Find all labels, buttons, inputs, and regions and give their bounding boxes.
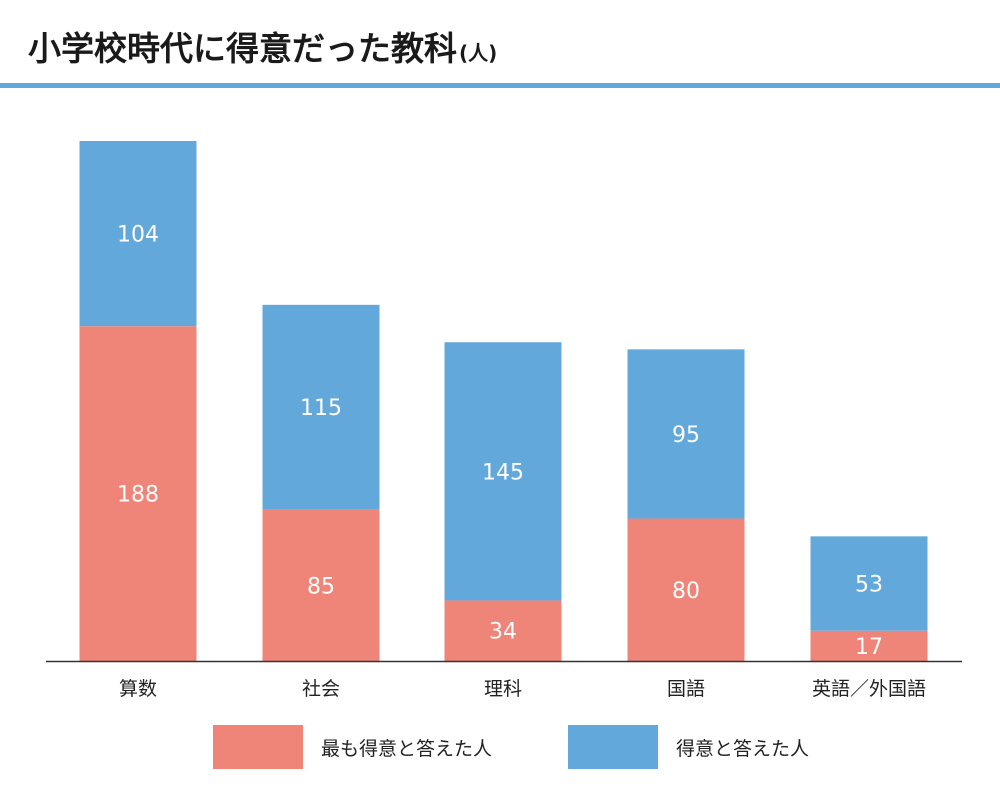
x-tick-label-0: 算数 <box>119 678 157 700</box>
legend-item-good: 得意と答えた人 <box>568 725 809 769</box>
data-label-most-good-0: 188 <box>117 483 159 508</box>
bar-most-good-2 <box>444 600 562 661</box>
legend-item-most-good: 最も得意と答えた人 <box>213 725 492 769</box>
stacked-bar-chart: 188 104 算数 85 115 社会 34 145 理科 80 95 国語 17 53 英語／外国語 <box>46 141 962 700</box>
data-label-good-0: 104 <box>117 223 159 248</box>
data-label-most-good-2: 34 <box>489 620 517 645</box>
bar-most-good-4 <box>810 630 928 661</box>
legend-swatch-good <box>568 725 658 769</box>
data-label-good-2: 145 <box>482 460 524 485</box>
x-tick-label-1: 社会 <box>302 678 340 700</box>
x-tick-label-2: 理科 <box>484 678 522 700</box>
data-label-good-4: 53 <box>855 573 883 598</box>
title-underline <box>0 83 1000 88</box>
bar-good-3 <box>627 349 745 519</box>
bar-good-1 <box>262 304 380 510</box>
bar-good-2 <box>444 342 562 601</box>
chart-title-text: 小学校時代に得意だった教科 <box>28 29 457 68</box>
bar-most-good-3 <box>627 518 745 661</box>
data-label-good-3: 95 <box>672 423 700 448</box>
chart-title-unit: (人) <box>459 41 498 65</box>
bar-most-good-1 <box>262 509 380 661</box>
data-label-good-1: 115 <box>300 396 342 421</box>
bar-good-4 <box>810 536 928 631</box>
x-tick-label-3: 国語 <box>667 678 705 700</box>
legend-swatch-most-good <box>213 725 303 769</box>
x-tick-label-4: 英語／外国語 <box>812 678 926 700</box>
bar-good-0 <box>79 141 197 327</box>
data-label-most-good-1: 85 <box>307 574 335 599</box>
data-label-most-good-4: 17 <box>855 635 883 660</box>
chart-title: 小学校時代に得意だった教科 (人) <box>28 22 497 70</box>
bar-most-good-0 <box>79 326 197 661</box>
legend-label-good: 得意と答えた人 <box>676 737 810 760</box>
data-label-most-good-3: 80 <box>672 579 700 604</box>
legend-label-most-good: 最も得意と答えた人 <box>321 737 493 760</box>
